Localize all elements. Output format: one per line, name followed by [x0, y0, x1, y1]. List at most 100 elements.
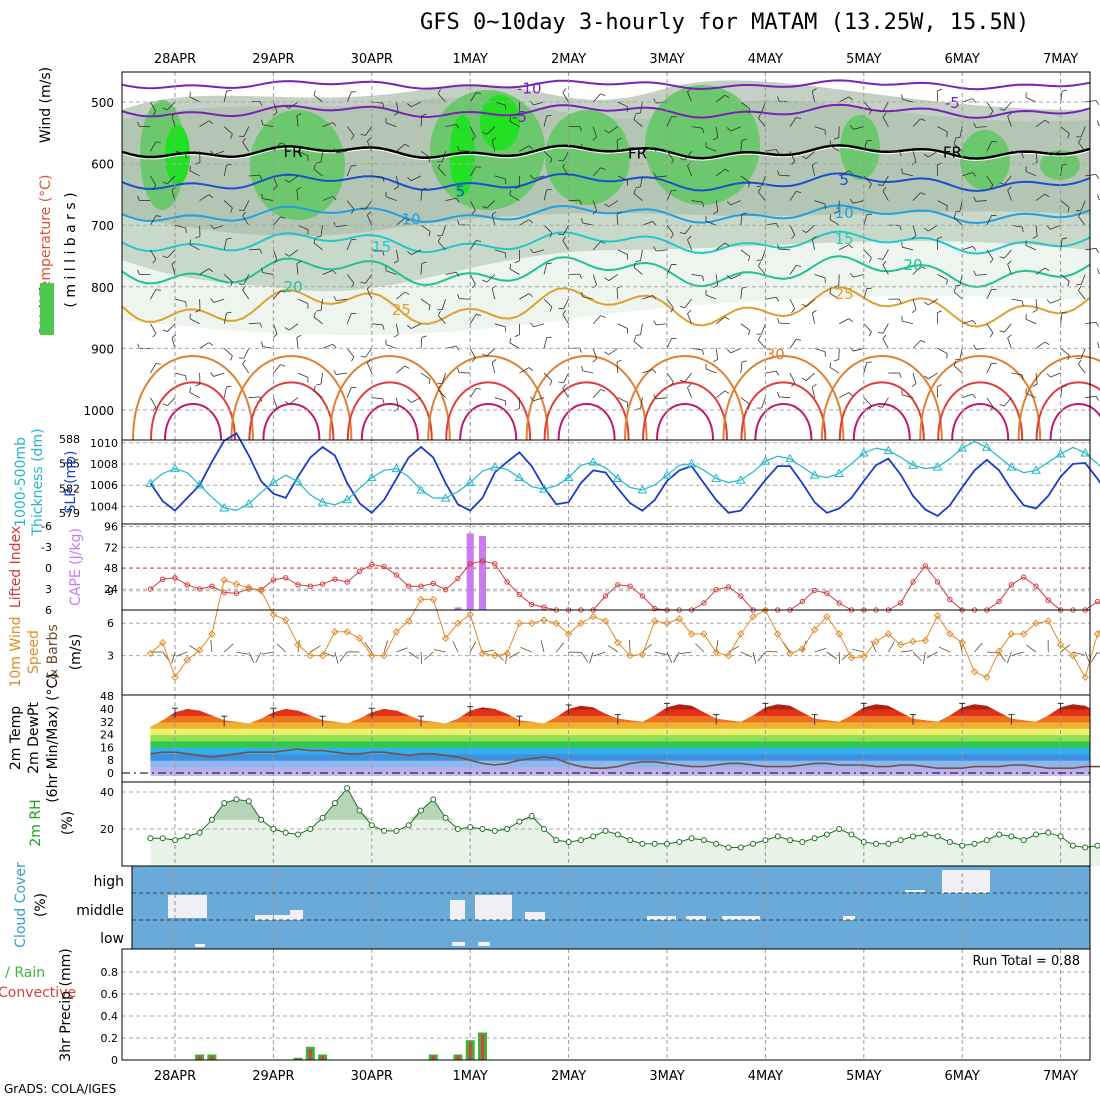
rh-marker: [369, 823, 374, 828]
rh-marker: [923, 832, 928, 837]
wind-barb-10m: [589, 652, 593, 663]
cloud-level-middle: middle: [76, 903, 124, 919]
wind-barb-10m: [521, 647, 532, 652]
lifted-index-tick: 3: [45, 583, 52, 596]
wind-barb-10m: [509, 652, 519, 658]
rh-marker: [874, 841, 879, 846]
cape-tick: 48: [104, 562, 118, 575]
cloud-block: [722, 916, 760, 920]
date-tick-top: 2MAY: [551, 52, 586, 67]
rh-marker: [800, 839, 805, 844]
temp-band: [122, 696, 1090, 703]
temp-unit-label: (6hr Min/Max) (°C): [45, 673, 61, 803]
wind-barb-10m: [852, 649, 864, 652]
slp-tick: 1006: [90, 479, 118, 492]
lifted-index-tick: 6: [45, 604, 52, 617]
rh-moist-area: [250, 110, 345, 220]
cape-axis-label-part: CAPE (J/kg): [68, 528, 84, 606]
wind-barb-10m: [741, 652, 752, 657]
wind-barb-10m: [680, 652, 692, 654]
rh-marker: [222, 801, 227, 806]
temp-band: [122, 728, 1090, 735]
date-tick-bottom: 6MAY: [945, 1069, 980, 1084]
rh-marker: [431, 797, 436, 802]
precip-convective-bar: [321, 1056, 324, 1060]
cloud-axis-label: Cloud Cover: [13, 862, 29, 948]
cloud-block: [195, 944, 205, 947]
wind-barb-10m: [815, 648, 826, 652]
cloud-block: [942, 870, 990, 893]
date-tick-bottom: 29APR: [252, 1069, 294, 1084]
temp-band: [122, 703, 1090, 710]
cape-bar: [467, 533, 474, 610]
cloud-block: [905, 890, 925, 892]
precip-tick: 0.8: [101, 966, 119, 979]
wind-barb-10m: [335, 652, 338, 664]
rh-unit-label-part: (%): [60, 811, 76, 835]
pressure-axis-label-part: ( m i l l i b a r s ): [63, 192, 79, 307]
wind-barb-flag: [1098, 269, 1099, 274]
thickness-tick: 588: [59, 433, 80, 446]
wind-barb-10m: [453, 641, 458, 652]
wind-barb-flag: [1096, 174, 1098, 178]
temp-band: [122, 709, 1090, 716]
rh-marker: [505, 827, 510, 832]
contour-label: 5: [456, 182, 466, 200]
wind-barb-10m: [421, 652, 422, 664]
rh-marker: [615, 832, 620, 837]
rh-marker: [332, 801, 337, 806]
thickness-line: [150, 442, 1100, 511]
slp-line: [150, 433, 1100, 516]
cloud-block: [647, 916, 676, 920]
temp-axis-label-part: 2m Temp: [8, 706, 24, 770]
pressure-tick: 500: [91, 96, 114, 110]
date-tick-top: 28APR: [154, 52, 196, 67]
wind-barb-10m: [340, 652, 347, 661]
wind-barb-10m: [256, 652, 261, 663]
rh-unit-label: (%): [60, 811, 76, 835]
cloud-block: [478, 942, 490, 946]
precip-convective-bar: [198, 1056, 201, 1060]
rh-marker: [468, 825, 473, 830]
contour-label: 25: [835, 285, 854, 303]
rh-marker: [246, 799, 251, 804]
rh-marker: [591, 834, 596, 839]
wind-barb-10m: [556, 643, 564, 652]
lifted-index-axis-label: Lifted Index: [8, 526, 24, 608]
cloud-block: [290, 910, 303, 920]
rh-marker: [997, 832, 1002, 837]
rh-marker: [972, 841, 977, 846]
wind-barb-10m: [262, 652, 274, 654]
rh-marker: [357, 808, 362, 813]
lifted-index-tick: 0: [45, 562, 52, 575]
rh-marker: [517, 819, 522, 824]
temp-band: [122, 722, 1090, 729]
rh-marker: [1034, 832, 1039, 837]
precip-total-label: Total / Rain: [0, 965, 45, 981]
wind-barb-flag: [1096, 100, 1098, 104]
wind-barb-10m: [396, 648, 407, 652]
date-tick-top: 3MAY: [649, 52, 684, 67]
rh-marker: [911, 834, 916, 839]
rh-marker: [148, 836, 153, 841]
date-tick-bottom: 30APR: [351, 1069, 393, 1084]
temp-tick: 16: [100, 741, 114, 754]
precip-convective-bar: [469, 1042, 472, 1060]
pressure-tick: 700: [91, 219, 114, 233]
wind-barb-flag: [1098, 121, 1099, 126]
wind-speed-tick: 3: [107, 650, 114, 663]
date-tick-top: 30APR: [351, 52, 393, 67]
pressure-tick: 800: [91, 281, 114, 295]
rh-marker: [726, 845, 731, 850]
lifted-index-tick: -6: [41, 520, 52, 533]
wind-barb-flag: [1098, 342, 1099, 347]
rh-marker: [394, 828, 399, 833]
wind-axis-label-1-part: 10m Wind: [8, 616, 24, 687]
wind-barb-10m: [310, 646, 320, 652]
precip-tick: 0: [111, 1054, 118, 1067]
wind-barb-10m: [667, 652, 672, 663]
slp-axis-label-part: SLP (mb): [63, 450, 79, 513]
date-tick-bottom: 4MAY: [748, 1069, 783, 1084]
rh-marker: [1095, 843, 1100, 848]
